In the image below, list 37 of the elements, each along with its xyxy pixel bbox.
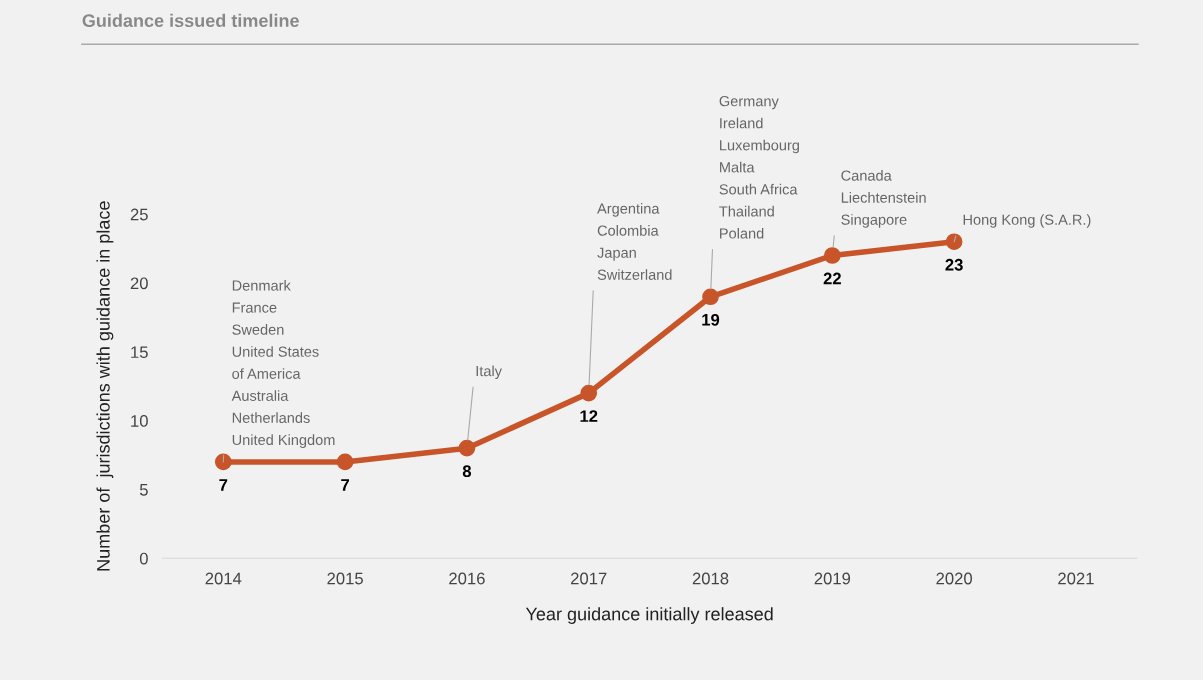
point [702,288,719,306]
chart-title: Guidance issued timeline [82,13,299,28]
x-tick-label: 2014 [205,572,242,585]
data-label: 22 [823,272,841,285]
x-axis-title: Year guidance initially released [525,607,773,624]
point [945,233,963,251]
point [580,384,598,402]
data-label: 8 [462,465,472,478]
x-tick-label: 2015 [327,572,363,585]
annotation: Argentina Colombia Japan Switzerland [597,203,672,280]
x-tick-label: 2017 [571,572,607,585]
data-label: 7 [341,479,350,491]
data-label: 12 [580,410,598,422]
y-tick-label: 20 [130,277,148,290]
y-tick-label: 5 [139,484,148,496]
annotation: Canada Liechtenstein Singapore [841,170,926,228]
annotation: Hong Kong (S.A.R.) [963,214,1091,228]
x-tick-label: 2019 [814,572,851,585]
data-label: 19 [702,313,720,326]
y-axis-title: Number of jurisdictions with guidance in place [96,201,114,571]
data-label: 23 [945,258,963,271]
point [823,247,841,264]
point [214,453,232,471]
point [458,439,476,457]
x-tick-label: 2016 [449,572,485,585]
annotation: Germany Ireland Luxembourg Malta South Africa Thailand Poland [719,95,799,239]
y-tick-label: 25 [130,208,148,221]
data-label: 7 [219,479,228,491]
point [336,453,354,471]
y-tick-label: 15 [131,346,148,359]
annotation: Denmark France Sweden United States of America Australia Netherlands United Kingdom [231,280,335,448]
x-tick-label: 2020 [936,572,973,585]
x-tick-label: 2021 [1058,572,1094,585]
y-tick-label: 0 [139,552,148,565]
annotation: Italy [476,365,502,380]
y-tick-label: 10 [131,415,148,427]
x-tick-label: 2018 [692,572,729,585]
